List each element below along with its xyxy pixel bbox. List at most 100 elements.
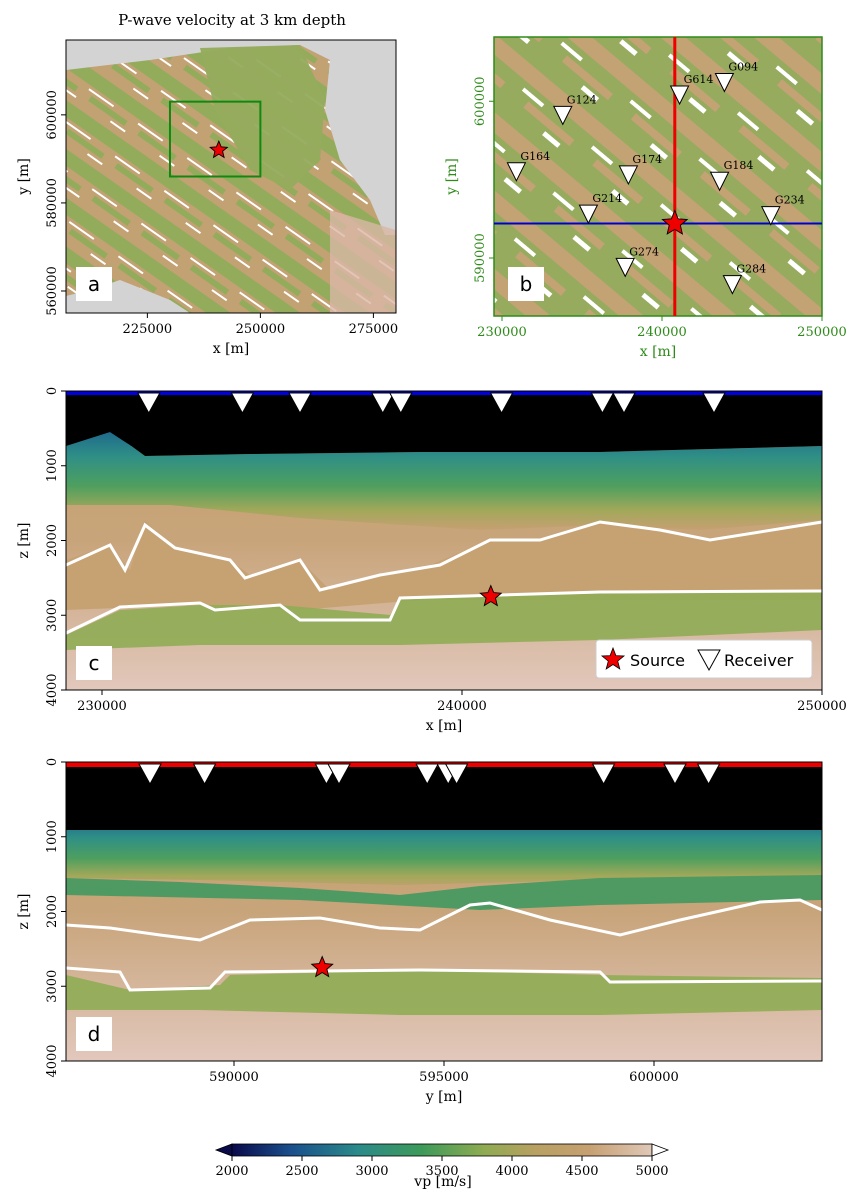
- legend: Source Receiver: [595, 639, 813, 679]
- panel-d-ytick-label: 2000: [45, 895, 60, 928]
- receiver-marker: [370, 392, 395, 415]
- panel-a-axes: 225000 250000 275000 560000 580000 600000 x [m…: [16, 90, 398, 357]
- receiver-label: G284: [736, 263, 766, 276]
- panel-c-xtick-label: 240000: [437, 699, 487, 714]
- panel-c-xlabel: x [m]: [426, 718, 463, 734]
- panel-a-label-box: a: [76, 267, 112, 301]
- colorbar-label: vp [m/s]: [413, 1174, 471, 1189]
- colorbar-tick-label: 2500: [285, 1164, 318, 1179]
- receiver-marker: [552, 105, 573, 126]
- panel-d-section: [65, 762, 823, 1061]
- panel-b-source: [661, 209, 689, 235]
- receiver-marker: [760, 206, 781, 226]
- colorbar-tick-label: 3500: [425, 1164, 458, 1179]
- panel-b-xtick-label: 250000: [797, 325, 847, 340]
- svg-text:d: d: [88, 1022, 101, 1046]
- panel-d-xtick-label: 590000: [209, 1070, 259, 1085]
- panel-b-xlabel: x [m]: [640, 344, 677, 360]
- panel-d-axes: 590000 595000 600000 0 1000 2000 3000 4000 y [m]…: [16, 758, 679, 1105]
- receiver-marker: [327, 763, 351, 786]
- panel-b-axes: 230000 240000 250000 590000 600000 x [m] y [m]: [444, 76, 847, 360]
- panel-a-ytick-label: 560000: [45, 266, 60, 316]
- panel-b-ytick-label: 590000: [473, 233, 488, 283]
- colorbar-gradient: [231, 1143, 653, 1157]
- receiver-label: G234: [775, 194, 805, 207]
- panel-a-ylabel: y [m]: [16, 158, 32, 196]
- panel-c-ytick-label: 2000: [45, 524, 60, 557]
- panel-c-section: [65, 391, 823, 690]
- panel-b-source-star: [661, 209, 689, 235]
- panel-c-xtick-label: 250000: [797, 699, 847, 714]
- panel-d-source: [310, 955, 334, 978]
- receiver-marker: [136, 392, 161, 415]
- panel-b-ytick-label: 600000: [473, 76, 488, 126]
- svg-text:a: a: [88, 272, 100, 296]
- panel-c-ylabel: z [m]: [16, 522, 32, 558]
- receiver-label: G274: [629, 245, 659, 258]
- panel-a-xlabel: x [m]: [213, 341, 250, 357]
- legend-source-label: Source: [630, 651, 685, 670]
- panel-c-axes: 230000 240000 250000 0 1000 2000 3000 4000 x [m]…: [16, 387, 847, 734]
- receiver-marker: [722, 275, 743, 295]
- panel-a-ytick-label: 580000: [45, 178, 60, 228]
- panel-c-ytick-label: 0: [45, 387, 60, 395]
- panel-c-receivers: [136, 392, 726, 415]
- receiver-marker: [138, 763, 162, 786]
- panel-d-xlabel: y [m]: [425, 1089, 463, 1105]
- panel-b-xtick-label: 230000: [477, 325, 527, 340]
- colorbar-ticks: 2000 2500 3000 3500 4000 4500 5000: [215, 1156, 669, 1179]
- panel-b-frame: [493, 36, 823, 317]
- receiver-marker: [489, 392, 514, 415]
- panel-c-ytick-label: 3000: [45, 599, 60, 632]
- panel-a-xtick-label: 275000: [349, 322, 399, 337]
- receiver-marker: [714, 72, 735, 93]
- receiver-marker: [669, 85, 690, 106]
- panel-a-xtick-label: 250000: [236, 322, 286, 337]
- panel-b-ylabel: y [m]: [444, 158, 460, 196]
- receiver-marker: [415, 763, 440, 786]
- panel-a-title: P-wave velocity at 3 km depth: [118, 11, 346, 29]
- panel-d-xtick-label: 600000: [629, 1070, 679, 1085]
- panel-c-label-box: c: [76, 646, 112, 680]
- receiver-marker: [696, 763, 721, 786]
- colorbar-tick-label: 2000: [215, 1164, 248, 1179]
- receiver-marker: [388, 392, 413, 415]
- panel-b-map: [494, 37, 822, 316]
- receiver-label: G174: [632, 153, 662, 166]
- receiver-marker: [702, 392, 726, 415]
- receiver-marker: [288, 392, 312, 415]
- receiver-marker: [709, 171, 730, 192]
- panel-a-source-star: [209, 139, 229, 159]
- panel-b-receivers: G094 G614 G124 G164 G174 G184 G214 G234 G274 G284: [506, 60, 805, 295]
- svg-text:b: b: [520, 272, 533, 296]
- receiver-marker: [612, 392, 636, 415]
- receiver-marker: [615, 257, 636, 278]
- panel-d-ylabel: z [m]: [16, 893, 32, 929]
- panel-b-xtick-label: 240000: [637, 325, 687, 340]
- panel-a-ytick-label: 600000: [45, 90, 60, 140]
- panel-c-source: [479, 584, 503, 607]
- colorbar-tick-label: 3000: [355, 1164, 388, 1179]
- panel-d-ytick-label: 1000: [45, 820, 60, 853]
- panel-d-receivers: [138, 763, 721, 786]
- receiver-marker: [578, 204, 599, 225]
- panel-d-ytick-label: 4000: [45, 1044, 60, 1077]
- svg-text:c: c: [89, 651, 100, 675]
- receiver-label: G184: [724, 159, 754, 172]
- panel-a-xtick-label: 225000: [123, 322, 173, 337]
- receiver-marker: [444, 763, 469, 786]
- receiver-marker: [618, 165, 639, 186]
- panel-d-xtick-label: 595000: [419, 1070, 469, 1085]
- zoom-box: [168, 100, 262, 178]
- colorbar-max-extend: [651, 1143, 670, 1157]
- panel-a-map: [66, 40, 396, 313]
- receiver-label: G614: [684, 73, 714, 86]
- panel-c-ytick-label: 1000: [45, 449, 60, 482]
- panel-c-source-star: [479, 584, 503, 607]
- receiver-marker: [230, 392, 255, 415]
- receiver-label: G164: [520, 150, 550, 163]
- legend-source-star: [600, 646, 626, 670]
- panel-c-xtick-label: 230000: [77, 699, 127, 714]
- panel-d-label-box: d: [76, 1017, 112, 1051]
- receiver-marker: [590, 392, 615, 415]
